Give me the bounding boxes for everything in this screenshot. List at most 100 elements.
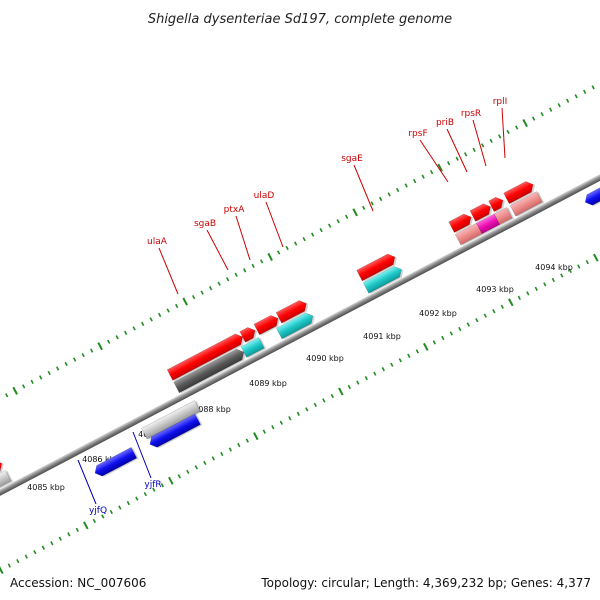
gene-leader-line (206, 229, 229, 271)
minor-tick (432, 340, 436, 345)
minor-tick (577, 264, 581, 269)
major-tick (338, 387, 344, 396)
minor-tick (364, 375, 368, 381)
minor-tick (526, 291, 530, 296)
minor-tick (192, 294, 196, 300)
major-tick (0, 566, 4, 575)
minor-tick (447, 161, 451, 166)
minor-tick (220, 451, 224, 457)
gene-left-grey (0, 470, 12, 497)
gene-leader-line (353, 164, 374, 212)
major-tick (522, 119, 528, 128)
minor-tick (118, 505, 122, 510)
minor-tick (209, 286, 213, 291)
minor-tick (517, 295, 521, 300)
minor-tick (245, 438, 249, 443)
minor-tick (50, 541, 54, 546)
cds-rpsF (448, 213, 472, 233)
cds-priB (469, 203, 491, 222)
minor-tick (466, 322, 470, 327)
minor-tick (22, 384, 26, 389)
major-tick (437, 163, 443, 172)
minor-tick (540, 111, 544, 117)
scale-label: 4090 kbp (306, 354, 344, 363)
minor-tick (500, 304, 504, 309)
minor-tick (186, 469, 190, 474)
gene-label-rpsR: rpsR (461, 109, 481, 119)
minor-tick (549, 107, 553, 112)
minor-tick (175, 303, 179, 309)
gene-label-sgaB: sgaB (194, 219, 216, 229)
major-tick (97, 342, 103, 351)
minor-tick (585, 259, 589, 265)
gene-leader-line (419, 139, 449, 183)
gene-yjfR-light (141, 400, 201, 440)
minor-tick (336, 219, 340, 224)
gene-sgaE (362, 266, 402, 294)
minor-tick (543, 282, 547, 287)
minor-tick (302, 236, 306, 242)
cds-ulaD (275, 300, 307, 324)
gene-label-ptxA: ptxA (224, 205, 246, 215)
major-tick (253, 432, 259, 441)
major-tick (267, 252, 273, 261)
minor-tick (203, 460, 207, 466)
minor-tick (330, 393, 334, 399)
major-tick (83, 521, 89, 530)
tick-layer (0, 85, 599, 575)
minor-tick (407, 353, 411, 358)
major-tick (168, 476, 174, 485)
major-tick (508, 298, 514, 307)
minor-tick (56, 366, 60, 371)
genome-backbone (0, 148, 600, 507)
cds-ulaA (166, 333, 243, 381)
minor-tick (7, 563, 11, 568)
minor-tick (158, 312, 162, 318)
minor-tick (498, 134, 502, 139)
gene-leader-line (472, 119, 487, 167)
minor-tick (515, 125, 519, 130)
minor-tick (506, 129, 510, 135)
minor-tick (449, 331, 453, 336)
minor-tick (583, 89, 587, 94)
minor-tick (237, 442, 241, 448)
minor-tick (67, 532, 71, 537)
minor-tick (356, 380, 360, 385)
minor-tick (107, 339, 111, 344)
gene-ulaA (173, 348, 245, 394)
major-tick (423, 342, 429, 351)
minor-tick (228, 447, 232, 452)
minor-tick (64, 361, 68, 367)
minor-tick (379, 196, 383, 202)
minor-tick (373, 371, 377, 376)
gene-rpsR (493, 207, 513, 225)
minor-tick (234, 272, 238, 277)
major-tick (593, 253, 599, 262)
minor-tick (251, 263, 255, 269)
minor-tick (532, 116, 536, 121)
minor-tick (24, 554, 28, 559)
minor-tick (135, 496, 139, 501)
gene-label-priB: priB (436, 118, 454, 128)
minor-tick (109, 509, 113, 515)
minor-tick (260, 259, 264, 264)
minor-tick (16, 558, 20, 564)
minor-tick (58, 536, 62, 541)
cds-ptxA (253, 315, 279, 336)
minor-tick (415, 349, 419, 354)
minor-tick (396, 187, 400, 193)
minor-tick (464, 152, 468, 157)
minor-tick (305, 407, 309, 412)
minor-tick (347, 384, 351, 390)
minor-tick (313, 402, 317, 408)
minor-tick (591, 85, 595, 90)
minor-tick (390, 362, 394, 367)
gene-ulaD (276, 312, 314, 340)
minor-tick (475, 317, 479, 323)
scale-label: 4091 kbp (363, 332, 401, 341)
minor-tick (101, 514, 105, 519)
minor-tick (328, 223, 332, 228)
minor-tick (39, 375, 43, 380)
minor-tick (441, 335, 445, 341)
